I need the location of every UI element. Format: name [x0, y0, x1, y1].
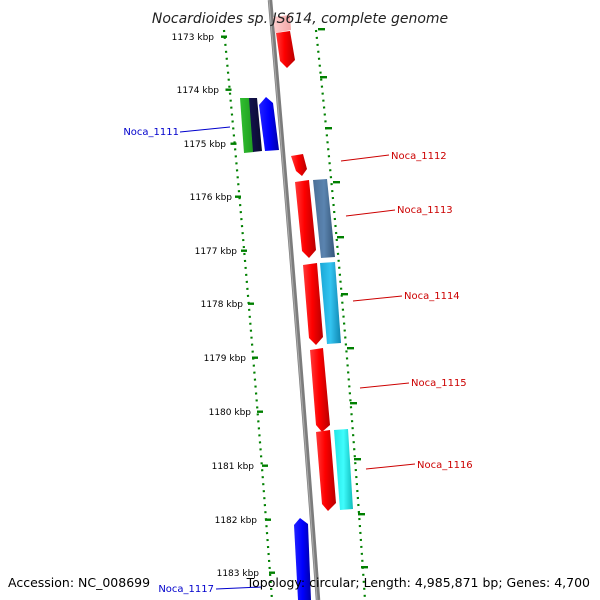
tick-mark [341, 293, 348, 296]
tick-label: 1182 kbp [215, 516, 258, 526]
tick-mark [347, 347, 354, 350]
gene-label-noca-1112[interactable]: Noca_1112 [391, 151, 447, 162]
gene-block-cyan[interactable] [334, 429, 353, 510]
gene-arrow-forward[interactable] [316, 430, 336, 511]
tick-mark [337, 236, 344, 239]
gene-arrow-forward[interactable] [276, 31, 295, 68]
tick-mark [265, 518, 271, 521]
leader-line [352, 295, 403, 302]
leader-line [340, 154, 390, 162]
tick-mark [358, 513, 365, 516]
tick-mark [252, 356, 258, 359]
gene-block-steel[interactable] [313, 179, 335, 258]
gene-block-navy[interactable] [249, 98, 262, 152]
tick-mark [248, 302, 254, 305]
gene-arrow-forward[interactable] [303, 263, 323, 345]
tick-mark [361, 566, 368, 569]
leader-line [215, 586, 263, 590]
tick-mark [241, 249, 247, 252]
label-leaders [179, 126, 416, 590]
kbp-ticks: 1173 kbp 1174 kbp 1175 kbp 1176 kbp 1177… [172, 33, 275, 579]
forward-genes [273, 15, 336, 511]
tick-label: 1176 kbp [190, 193, 233, 203]
gene-arrow-reverse[interactable] [259, 97, 279, 151]
tick-mark [333, 181, 340, 184]
gene-label-noca-1117[interactable]: Noca_1117 [158, 584, 214, 595]
leader-line [179, 126, 231, 133]
tick-mark [262, 464, 268, 467]
tick-label: 1181 kbp [212, 462, 255, 472]
tick-mark [269, 571, 275, 574]
tick-mark [257, 410, 263, 413]
leader-line [359, 382, 410, 389]
outer-genes [313, 179, 353, 510]
tick-label: 1173 kbp [172, 33, 215, 43]
tick-mark [325, 127, 332, 130]
tick-mark [225, 88, 232, 91]
gene-arrow-reverse[interactable] [294, 518, 311, 600]
leader-line [365, 463, 416, 470]
tick-label: 1179 kbp [204, 354, 247, 364]
gene-arrow-forward[interactable] [295, 180, 316, 258]
tick-mark [320, 76, 327, 79]
tick-mark [354, 458, 361, 461]
tick-mark [350, 402, 357, 405]
tick-mark [230, 142, 237, 145]
tick-label: 1183 kbp [217, 569, 260, 579]
gene-label-noca-1116[interactable]: Noca_1116 [417, 460, 473, 471]
tick-label: 1177 kbp [195, 247, 238, 257]
tick-mark [221, 35, 227, 38]
outer-ring-ticks [318, 28, 368, 569]
tick-label: 1175 kbp [184, 140, 227, 150]
outer-ring-dotted [314, 29, 367, 600]
gene-arrow-faint[interactable] [273, 15, 291, 33]
gene-label-noca-1115[interactable]: Noca_1115 [411, 378, 467, 389]
gene-label-noca-1114[interactable]: Noca_1114 [404, 291, 460, 302]
genome-backbone-highlight [268, 0, 318, 600]
gene-block-sky[interactable] [320, 262, 341, 344]
reverse-genes [240, 97, 311, 600]
genome-title: Nocardioides sp. JS614, complete genome [152, 11, 448, 27]
leader-line [345, 209, 396, 217]
gene-labels: Noca_1111 Noca_1112 Noca_1113 Noca_1114 … [123, 127, 472, 595]
topology-text: Topology: circular; Length: 4,985,871 bp… [246, 575, 590, 590]
gene-arrow-forward[interactable] [310, 348, 330, 432]
tick-label: 1178 kbp [201, 300, 244, 310]
gene-label-noca-1113[interactable]: Noca_1113 [397, 205, 453, 216]
tick-mark [235, 195, 241, 198]
tick-label: 1174 kbp [177, 86, 220, 96]
genome-backbone [267, 0, 321, 600]
gene-arrow-forward[interactable] [291, 154, 307, 176]
tick-mark [318, 28, 325, 31]
tick-label: 1180 kbp [209, 408, 252, 418]
accession-text: Accession: NC_008699 [8, 575, 150, 590]
gene-label-noca-1111[interactable]: Noca_1111 [123, 127, 179, 138]
